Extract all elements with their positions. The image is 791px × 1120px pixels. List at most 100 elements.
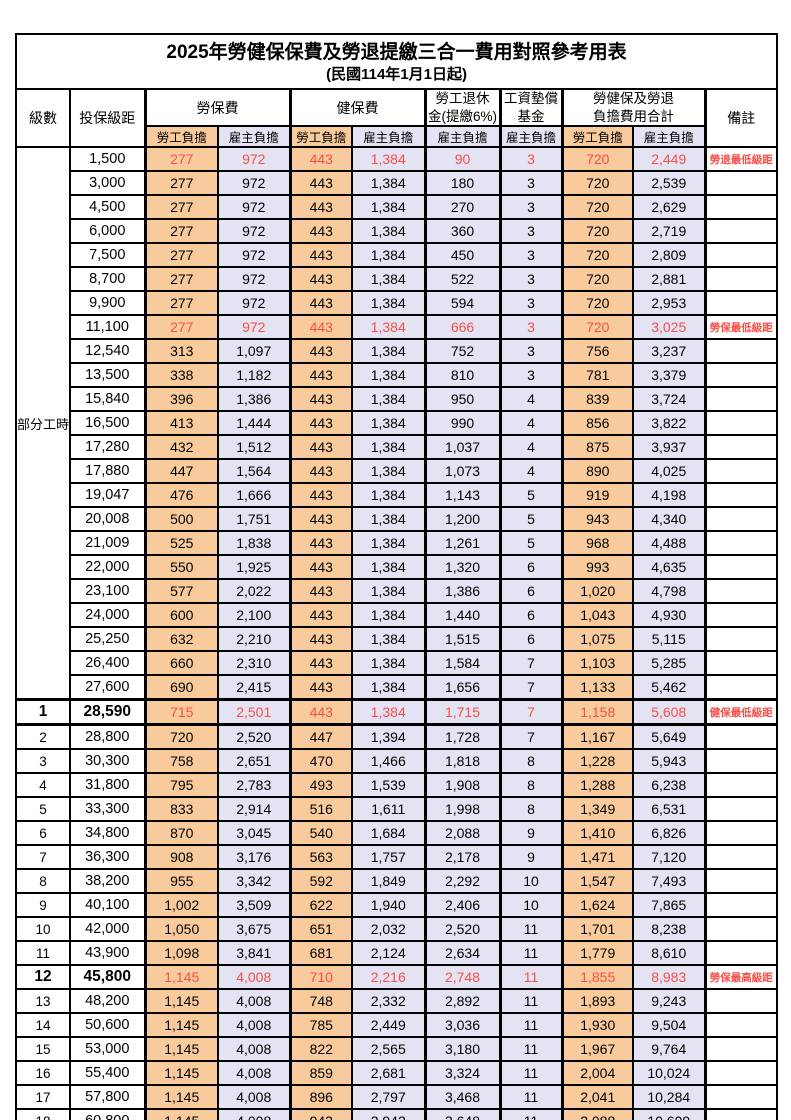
cell-labor-employer: 1,838 xyxy=(217,530,291,557)
cell-health-employee: 443 xyxy=(288,314,353,341)
cell-health-employee: 443 xyxy=(288,290,353,317)
cell-health-employer: 1,384 xyxy=(351,578,426,605)
cell-bracket: 9,900 xyxy=(69,290,146,317)
cell-wage-fund-employer: 5 xyxy=(498,482,563,509)
cell-bracket: 34,800 xyxy=(69,820,146,847)
cell-pension-employer: 1,037 xyxy=(423,434,501,461)
cell-total-employer: 3,724 xyxy=(632,386,706,413)
cell-wage-fund-employer: 3 xyxy=(498,338,563,365)
cell-health-employee: 540 xyxy=(288,820,353,847)
cell-labor-employee: 690 xyxy=(143,674,219,701)
cell-total-employer: 5,462 xyxy=(632,674,706,701)
cell-wage-fund-employer: 9 xyxy=(498,844,563,871)
cell-remark xyxy=(703,748,779,775)
cell-bracket: 4,500 xyxy=(69,194,146,221)
cell-pension-employer: 90 xyxy=(423,146,501,173)
cell-total-employee: 1,043 xyxy=(560,602,634,629)
col-header-level: 級數 xyxy=(15,87,71,149)
table-row: 13 48,200 1,145 4,008 748 2,332 2,892 11 1,893 9,… xyxy=(15,988,779,1015)
cell-level: 8 xyxy=(15,868,71,895)
cell-remark: 勞保最低級距 xyxy=(703,314,779,341)
table-row: 22,000 550 1,925 443 1,384 1,320 6 993 4,635 xyxy=(16,554,779,581)
cell-health-employee: 470 xyxy=(288,748,353,775)
cell-total-employee: 1,075 xyxy=(560,626,634,653)
cell-bracket: 30,300 xyxy=(69,748,146,775)
cell-remark xyxy=(703,988,779,1015)
cell-remark xyxy=(703,723,779,751)
cell-pension-employer: 2,520 xyxy=(423,916,501,943)
cell-pension-employer: 2,892 xyxy=(423,988,501,1015)
cell-remark xyxy=(703,796,779,823)
cell-bracket: 20,008 xyxy=(69,506,146,533)
cell-health-employee: 443 xyxy=(288,458,353,485)
cell-total-employee: 1,701 xyxy=(560,916,634,943)
cell-wage-fund-employer: 3 xyxy=(498,290,563,317)
cell-labor-employee: 720 xyxy=(143,723,219,751)
subheader-health-employee: 勞工負擔 xyxy=(288,125,353,149)
table-row: 13,500 338 1,182 443 1,384 810 3 781 3,379 xyxy=(16,362,779,389)
subheader-total-employee: 勞工負擔 xyxy=(560,125,634,149)
cell-labor-employer: 4,008 xyxy=(217,1036,291,1063)
cell-total-employee: 839 xyxy=(560,386,634,413)
cell-level: 13 xyxy=(15,988,71,1015)
cell-wage-fund-employer: 4 xyxy=(498,386,563,413)
cell-bracket: 24,000 xyxy=(69,602,146,629)
cell-labor-employer: 972 xyxy=(217,194,291,221)
col-header-bracket: 投保級距 xyxy=(69,87,146,149)
cell-remark xyxy=(703,242,779,269)
cell-wage-fund-employer: 11 xyxy=(498,916,563,943)
cell-bracket: 17,880 xyxy=(69,458,146,485)
cell-labor-employer: 972 xyxy=(217,242,291,269)
cell-total-employer: 3,379 xyxy=(632,362,706,389)
cell-total-employer: 6,238 xyxy=(632,772,706,799)
cell-total-employer: 5,115 xyxy=(632,626,706,653)
cell-health-employee: 443 xyxy=(288,434,353,461)
cell-bracket: 22,000 xyxy=(69,554,146,581)
cell-health-employer: 1,384 xyxy=(351,146,426,173)
cell-labor-employee: 277 xyxy=(143,194,219,221)
cell-total-employee: 919 xyxy=(560,482,634,509)
cell-labor-employer: 2,022 xyxy=(217,578,291,605)
cell-health-employee: 443 xyxy=(288,674,353,701)
cell-health-employer: 1,384 xyxy=(351,242,426,269)
cell-health-employer: 1,384 xyxy=(351,482,426,509)
cell-pension-employer: 1,715 xyxy=(423,698,501,727)
cell-total-employer: 8,238 xyxy=(632,916,706,943)
cell-wage-fund-employer: 3 xyxy=(498,218,563,245)
cell-wage-fund-employer: 5 xyxy=(498,506,563,533)
cell-health-employer: 1,384 xyxy=(351,194,426,221)
cell-health-employee: 622 xyxy=(288,892,353,919)
cell-pension-employer: 450 xyxy=(423,242,501,269)
cell-total-employee: 720 xyxy=(560,170,634,197)
cell-remark xyxy=(703,194,779,221)
cell-total-employer: 2,629 xyxy=(632,194,706,221)
cell-labor-employee: 338 xyxy=(143,362,219,389)
cell-health-employer: 1,384 xyxy=(351,290,426,317)
cell-remark xyxy=(703,290,779,317)
col-header-health-insurance: 健保費 xyxy=(288,87,426,128)
table-row: 21,009 525 1,838 443 1,384 1,261 5 968 4,488 xyxy=(16,530,779,557)
table-row: 25,250 632 2,210 443 1,384 1,515 6 1,075 5,115 xyxy=(16,626,779,653)
table-row: 11 43,900 1,098 3,841 681 2,124 2,634 11 1,779 8,… xyxy=(15,940,779,967)
cell-labor-employer: 2,783 xyxy=(217,772,291,799)
cell-health-employer: 1,611 xyxy=(351,796,426,823)
cell-health-employee: 710 xyxy=(288,964,353,991)
cell-remark xyxy=(703,458,779,485)
cell-total-employer: 10,609 xyxy=(632,1108,706,1120)
table-row: 9 40,100 1,002 3,509 622 1,940 2,406 10 1,624 7,8… xyxy=(15,892,779,919)
cell-wage-fund-employer: 7 xyxy=(498,723,563,751)
cell-wage-fund-employer: 11 xyxy=(498,988,563,1015)
table-row: 11,100 277 972 443 1,384 666 3 720 3,025 勞保最低級距 xyxy=(16,314,779,341)
table-row: 17,880 447 1,564 443 1,384 1,073 4 890 4,025 xyxy=(16,458,779,485)
table-row: 2 28,800 720 2,520 447 1,394 1,728 7 1,167 5,649 xyxy=(15,723,779,751)
cell-remark xyxy=(703,916,779,943)
cell-pension-employer: 270 xyxy=(423,194,501,221)
cell-pension-employer: 1,728 xyxy=(423,723,501,751)
cell-total-employee: 890 xyxy=(560,458,634,485)
cell-labor-employer: 4,008 xyxy=(217,1108,291,1120)
cell-health-employer: 2,681 xyxy=(351,1060,426,1087)
cell-bracket: 48,200 xyxy=(69,988,146,1015)
cell-wage-fund-employer: 3 xyxy=(498,194,563,221)
cell-total-employee: 720 xyxy=(560,266,634,293)
cell-labor-employer: 972 xyxy=(217,218,291,245)
